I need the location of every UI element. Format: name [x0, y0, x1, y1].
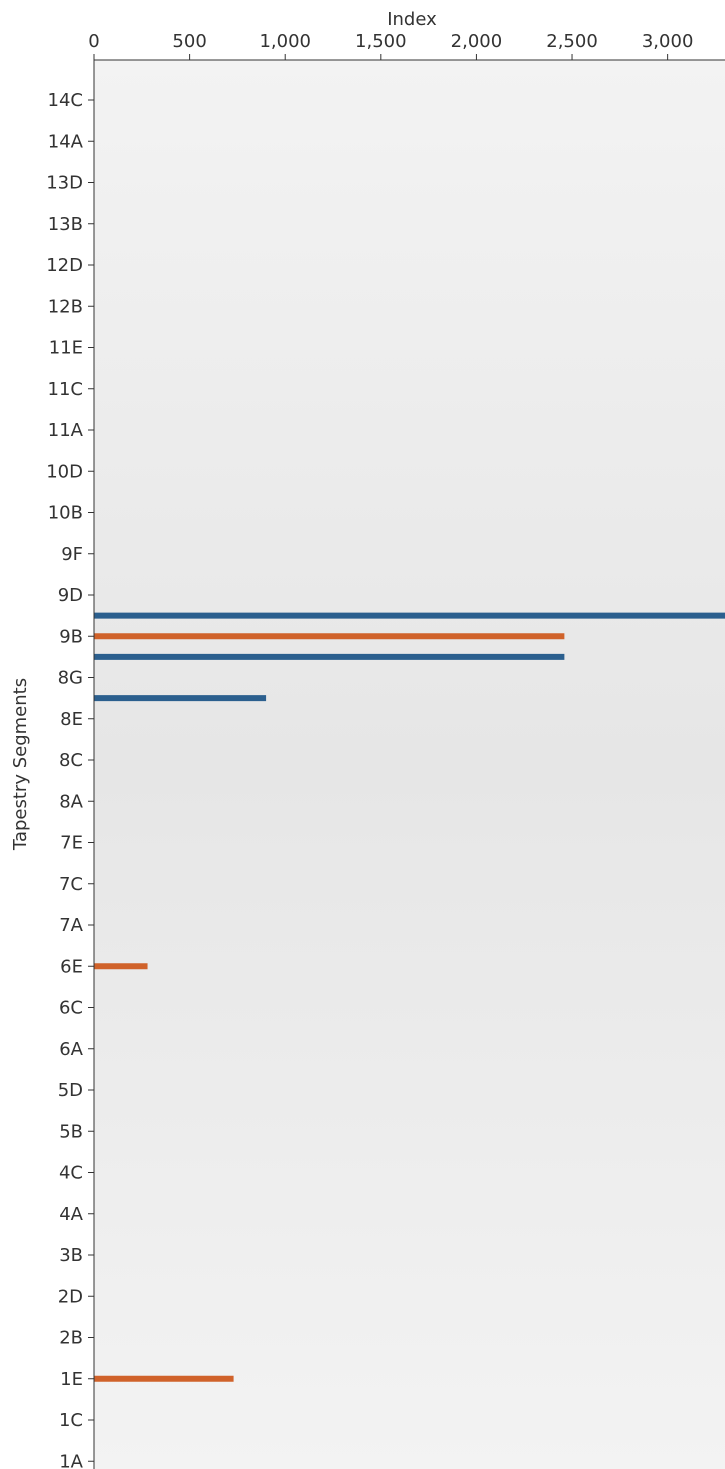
x-axis-title: Index [387, 9, 437, 30]
y-tick-label: 8G [58, 668, 83, 689]
bar-8f [94, 695, 267, 702]
x-tick-label: 2,500 [546, 31, 598, 52]
y-tick-label: 9B [59, 626, 83, 647]
y-tick-label: 14C [48, 90, 83, 111]
y-tick-label: 3B [59, 1245, 83, 1266]
bar-9b [94, 633, 565, 640]
y-tick-label: 9F [61, 544, 83, 565]
y-tick-label: 1A [59, 1451, 83, 1469]
y-tick-label: 12B [48, 296, 83, 317]
y-tick-label: 4A [59, 1204, 83, 1225]
y-tick-label: 9D [58, 585, 83, 606]
plot-area [94, 60, 725, 1469]
y-tick-label: 11A [48, 420, 84, 441]
x-tick-label: 2,000 [451, 31, 503, 52]
x-tick-label: 1,500 [355, 31, 407, 52]
bar-9c [94, 612, 725, 619]
y-tick-label: 5B [59, 1121, 83, 1142]
y-tick-label: 14A [48, 131, 84, 152]
bar-6e [94, 963, 148, 970]
bars-layer [94, 612, 725, 1382]
y-tick-label: 12D [46, 255, 83, 276]
y-tick-label: 6C [59, 998, 83, 1019]
bar-1e [94, 1375, 234, 1382]
y-tick-label: 2B [59, 1328, 83, 1349]
x-tick-label: 500 [172, 31, 206, 52]
y-tick-label: 8C [59, 750, 83, 771]
x-axis-ticks: 0 500 1,000 1,500 2,000 2,500 3,000 [88, 31, 693, 60]
y-tick-label: 13D [46, 173, 83, 194]
y-tick-label: 8E [60, 709, 83, 730]
y-tick-label: 5D [58, 1080, 83, 1101]
y-tick-label: 4C [59, 1163, 83, 1184]
y-tick-label: 7A [59, 915, 83, 936]
x-tick-label: 0 [88, 31, 99, 52]
y-tick-label: 7C [59, 874, 83, 895]
y-tick-label: 10B [48, 503, 83, 524]
y-tick-label: 6A [59, 1039, 83, 1060]
x-tick-label: 3,000 [642, 31, 694, 52]
y-tick-label: 1E [60, 1369, 83, 1390]
y-tick-label: 11E [49, 338, 83, 359]
y-tick-label: 11C [48, 379, 83, 400]
y-tick-label: 10D [46, 461, 83, 482]
y-axis-ticks: 14C 14A 13D 13B 12D 12B 11E 11C 11A 10D 10B 9F 9D 9B 8… [46, 90, 94, 1469]
y-tick-label: 2D [58, 1286, 83, 1307]
y-tick-label: 13B [48, 214, 83, 235]
y-tick-label: 6E [60, 956, 83, 977]
x-tick-label: 1,000 [259, 31, 311, 52]
y-axis-title: Tapestry Segments [10, 678, 31, 851]
y-tick-label: 1C [59, 1410, 83, 1431]
y-tick-label: 7E [60, 833, 83, 854]
bar-9a [94, 653, 565, 660]
y-tick-label: 8A [59, 791, 83, 812]
